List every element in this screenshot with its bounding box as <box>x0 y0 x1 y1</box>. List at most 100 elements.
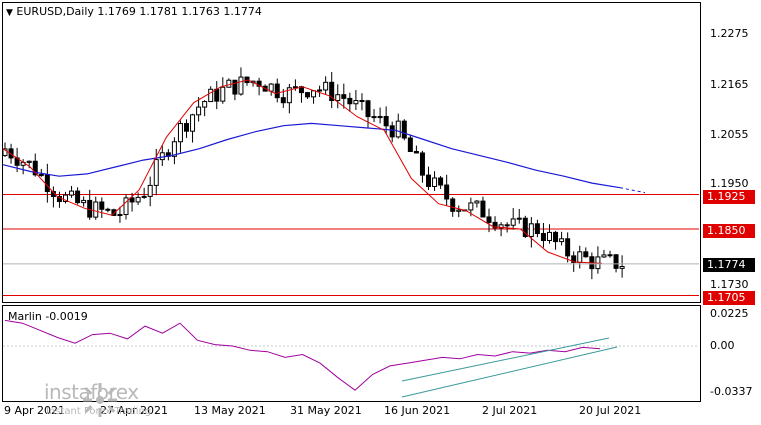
candle-body-86 <box>522 217 528 237</box>
watermark-brand: instaforex <box>44 380 139 404</box>
candle-body-63 <box>383 116 389 127</box>
symbol-ohlc-line: EURUSD,Daily 1.1769 1.1781 1.1763 1.1774 <box>16 5 262 18</box>
candle-body-24 <box>147 184 153 197</box>
chart-title: ▼ EURUSD,Daily 1.1769 1.1781 1.1763 1.17… <box>6 5 262 18</box>
candle-body-18 <box>111 209 117 216</box>
candle-body-17 <box>105 208 111 211</box>
channel-upper-line <box>401 337 610 382</box>
candle-body-68 <box>413 150 419 154</box>
date-label-5: 16 Jun 2021 <box>384 404 451 417</box>
candle-body-37 <box>226 79 232 88</box>
candle-body-52 <box>317 89 323 92</box>
candle-body-45 <box>274 83 280 99</box>
current-price-tag: 1.1774 <box>703 258 755 272</box>
candle-body-74 <box>450 198 456 212</box>
candle-body-16 <box>99 201 105 210</box>
candle-body-6 <box>38 174 44 177</box>
candle-body-19 <box>117 214 123 217</box>
candle-body-13 <box>81 199 87 204</box>
dropdown-triangle-icon[interactable]: ▼ <box>6 8 13 18</box>
candle-body-102 <box>619 266 625 269</box>
date-label-3: 13 May 2021 <box>194 404 266 417</box>
date-label-4: 31 May 2021 <box>290 404 362 417</box>
candle-body-61 <box>371 116 377 119</box>
candle-body-79 <box>480 200 486 218</box>
candle-body-31 <box>190 114 196 132</box>
candle-body-0 <box>2 148 8 157</box>
candle-body-47 <box>286 87 292 104</box>
level-tag-1925: 1.1925 <box>703 190 755 204</box>
candle-body-55 <box>335 94 341 102</box>
candle-body-71 <box>432 177 438 187</box>
candle-body-101 <box>613 254 619 269</box>
candle-body-23 <box>141 195 147 198</box>
candle-body-59 <box>359 100 365 103</box>
candle-body-53 <box>323 81 329 91</box>
candle-body-42 <box>256 80 262 87</box>
candle-body-11 <box>69 190 75 196</box>
candle-body-94 <box>571 255 577 263</box>
candle-body-92 <box>559 238 565 243</box>
oscillator-title: Marlin -0.0019 <box>8 310 88 323</box>
price-tick-5: 1.1730 <box>710 278 749 291</box>
candle-body-72 <box>438 177 444 186</box>
level-tag-1705: 1.1705 <box>703 291 755 305</box>
oscillator-area[interactable] <box>2 305 701 402</box>
date-label-1: 9 Apr 2021 <box>4 404 66 417</box>
osc-tick-top: 0.0225 <box>710 307 749 320</box>
candle-body-33 <box>202 101 208 108</box>
candle-body-64 <box>389 125 395 138</box>
candle-body-93 <box>565 238 571 257</box>
candle-body-88 <box>534 223 540 235</box>
price-tick-4: 1.1950 <box>710 177 749 190</box>
candle-body-4 <box>26 160 32 163</box>
candle-body-56 <box>341 94 347 99</box>
candle-body-28 <box>171 141 177 157</box>
candle-body-67 <box>407 137 413 152</box>
ma-slow-line <box>2 122 621 189</box>
candle-body-62 <box>377 116 383 119</box>
candle-body-100 <box>607 254 613 257</box>
ma-slow-projection <box>619 187 646 194</box>
candle-body-1 <box>8 148 14 159</box>
candle-body-99 <box>601 254 607 258</box>
candle-body-20 <box>123 197 129 216</box>
candle-body-58 <box>353 100 359 105</box>
candle-body-75 <box>456 209 462 212</box>
ma-fast-line <box>2 79 603 264</box>
candle-body-29 <box>177 123 183 143</box>
candle-body-44 <box>268 83 274 92</box>
candle-body-26 <box>159 152 165 161</box>
candle-body-77 <box>468 202 474 211</box>
candle-body-91 <box>553 231 559 243</box>
candle-body-69 <box>419 152 425 176</box>
oscillator-line <box>4 319 601 391</box>
date-label-7: 20 Jul 2021 <box>579 404 642 417</box>
candle-body-80 <box>486 216 492 223</box>
instaforex-logo-icon <box>83 383 117 417</box>
candle-body-81 <box>492 221 498 229</box>
candle-body-34 <box>208 88 214 103</box>
candle-body-46 <box>280 97 286 104</box>
candle-body-7 <box>44 174 50 193</box>
candle-body-5 <box>32 160 38 176</box>
candle-body-10 <box>63 194 68 203</box>
candle-body-82 <box>498 224 504 229</box>
watermark-tagline: Instant Forex Trading <box>46 406 152 417</box>
candle-body-87 <box>528 223 534 237</box>
candle-body-70 <box>426 174 431 187</box>
candle-body-21 <box>129 197 135 203</box>
candle-body-38 <box>232 79 238 95</box>
candle-body-48 <box>292 86 298 89</box>
candle-body-25 <box>153 159 159 186</box>
candle-body-73 <box>444 184 450 200</box>
candle-body-83 <box>504 224 510 227</box>
osc-tick-bottom: -0.0337 <box>710 385 753 398</box>
candle-body-36 <box>220 86 226 102</box>
candle-body-65 <box>395 120 401 138</box>
price-tick-3: 1.2055 <box>710 128 749 141</box>
candle-body-12 <box>75 190 81 204</box>
price-tick-1: 1.2275 <box>710 27 749 40</box>
